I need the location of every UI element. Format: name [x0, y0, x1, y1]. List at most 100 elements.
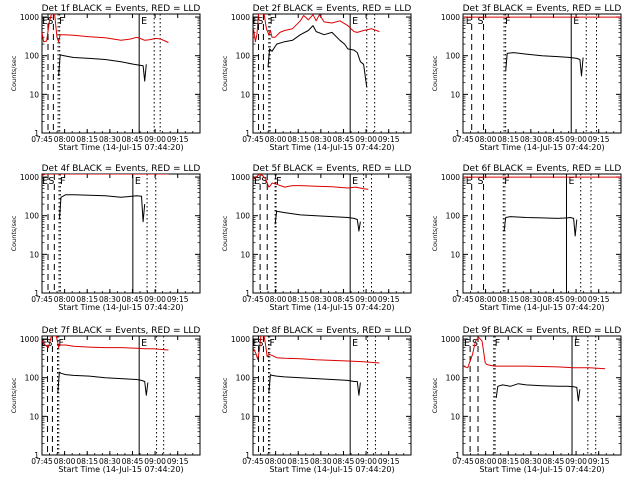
marker-label: F — [505, 16, 510, 27]
x-axis-label: Start Time (14-Jul-15 07:44:20) — [269, 303, 394, 312]
marker-label: S — [48, 176, 54, 187]
marker-label: E — [352, 16, 358, 27]
marker-label: E — [141, 16, 147, 27]
marker-label: E — [254, 176, 260, 187]
y-tick-label: 1000 — [231, 13, 250, 22]
y-axis-label: Counts/sec — [431, 215, 439, 251]
events-series-line — [268, 374, 361, 396]
y-axis-label: Counts/sec — [10, 377, 18, 413]
y-tick-label: 10 — [29, 250, 39, 259]
y-tick-label: 100 — [25, 374, 40, 383]
x-tick-label: 09:15 — [378, 295, 400, 304]
x-tick-label: 08:30 — [520, 457, 542, 466]
y-tick-label: 10 — [450, 250, 460, 259]
x-tick-label: 08:15 — [287, 295, 309, 304]
panel-title: Det 3f BLACK = Events, RED = LLD — [463, 4, 622, 14]
x-tick-label: 07:45 — [31, 457, 53, 466]
marker-label: E — [141, 338, 147, 349]
series-group — [42, 14, 169, 82]
y-axis-label: Counts/sec — [221, 377, 229, 413]
y-tick-label: 1 — [245, 129, 250, 138]
x-tick-label: 07:45 — [452, 457, 474, 466]
panel-title: Det 4f BLACK = Events, RED = LLD — [42, 164, 201, 174]
y-tick-label: 1000 — [20, 173, 39, 182]
x-tick-label: 09:15 — [167, 135, 189, 144]
marker-label: E — [253, 338, 259, 349]
x-tick-label: 09:00 — [565, 135, 587, 144]
y-tick-label: 1000 — [441, 173, 460, 182]
y-tick-label: 1 — [245, 451, 250, 460]
events-series-line — [495, 383, 581, 402]
x-tick-label: 09:00 — [565, 295, 587, 304]
lld-series-line — [463, 337, 606, 370]
series-group — [463, 16, 621, 77]
x-tick-label: 08:15 — [497, 135, 519, 144]
x-tick-label: 08:45 — [122, 295, 144, 304]
series-group — [463, 337, 606, 402]
y-tick-label: 100 — [25, 52, 40, 61]
x-tick-label: 08:30 — [310, 457, 332, 466]
axis-frame — [252, 335, 412, 456]
marker-label: E — [352, 176, 358, 187]
x-tick-label: 08:30 — [520, 295, 542, 304]
axis-frame — [462, 335, 622, 456]
y-tick-label: 1 — [455, 129, 460, 138]
marker-label: E — [574, 338, 580, 349]
y-tick-label: 100 — [25, 212, 40, 221]
y-tick-label: 1 — [34, 451, 39, 460]
y-axis-label: Counts/sec — [431, 377, 439, 413]
x-tick-label: 08:00 — [475, 457, 497, 466]
marker-label: E — [466, 16, 472, 27]
x-axis-label: Start Time (14-Jul-15 07:44:20) — [269, 465, 394, 474]
x-tick-label: 08:00 — [265, 457, 287, 466]
x-tick-label: 09:00 — [355, 457, 377, 466]
panel-title: Det 9f BLACK = Events, RED = LLD — [463, 326, 622, 336]
axis-frame — [462, 173, 622, 294]
marker-label: E — [352, 338, 358, 349]
x-tick-label: 09:15 — [167, 295, 189, 304]
x-tick-label: 08:30 — [310, 295, 332, 304]
marker-label: S — [257, 16, 263, 27]
x-tick-label: 08:00 — [54, 457, 76, 466]
x-tick-label: 09:00 — [565, 457, 587, 466]
x-tick-label: 08:45 — [333, 295, 355, 304]
x-tick-label: 08:45 — [333, 457, 355, 466]
marker-label: E — [42, 16, 48, 27]
y-tick-label: 1000 — [20, 335, 39, 344]
x-tick-label: 07:45 — [31, 135, 53, 144]
x-tick-label: 09:00 — [144, 135, 166, 144]
x-tick-label: 08:45 — [122, 135, 144, 144]
marker-label: S — [47, 16, 53, 27]
x-tick-label: 08:00 — [475, 135, 497, 144]
y-tick-label: 100 — [236, 52, 251, 61]
y-tick-label: 10 — [450, 412, 460, 421]
x-tick-label: 09:00 — [144, 295, 166, 304]
y-tick-label: 100 — [446, 52, 461, 61]
x-tick-label: 08:30 — [99, 295, 121, 304]
axis-frame — [252, 13, 412, 134]
marker-label: F — [60, 176, 65, 187]
x-axis-label: Start Time (14-Jul-15 07:44:20) — [58, 465, 183, 474]
marker-label: E — [568, 176, 574, 187]
x-tick-label: 08:15 — [76, 295, 98, 304]
y-axis-label: Counts/sec — [221, 55, 229, 91]
y-tick-label: 1000 — [441, 335, 460, 344]
events-series-line — [274, 210, 361, 232]
marker-label: E — [135, 176, 141, 187]
y-axis-label: Counts/sec — [221, 215, 229, 251]
events-series-line — [503, 216, 578, 237]
lld-series-line — [253, 174, 369, 190]
x-tick-label: 08:00 — [54, 135, 76, 144]
marker-label: S — [478, 16, 484, 27]
axis-frame — [41, 335, 201, 456]
x-tick-label: 08:00 — [54, 295, 76, 304]
panel-title: Det 6f BLACK = Events, RED = LLD — [463, 164, 622, 174]
x-tick-label: 08:30 — [99, 457, 121, 466]
x-tick-label: 09:00 — [355, 295, 377, 304]
panel-title: Det 1f BLACK = Events, RED = LLD — [42, 4, 201, 14]
